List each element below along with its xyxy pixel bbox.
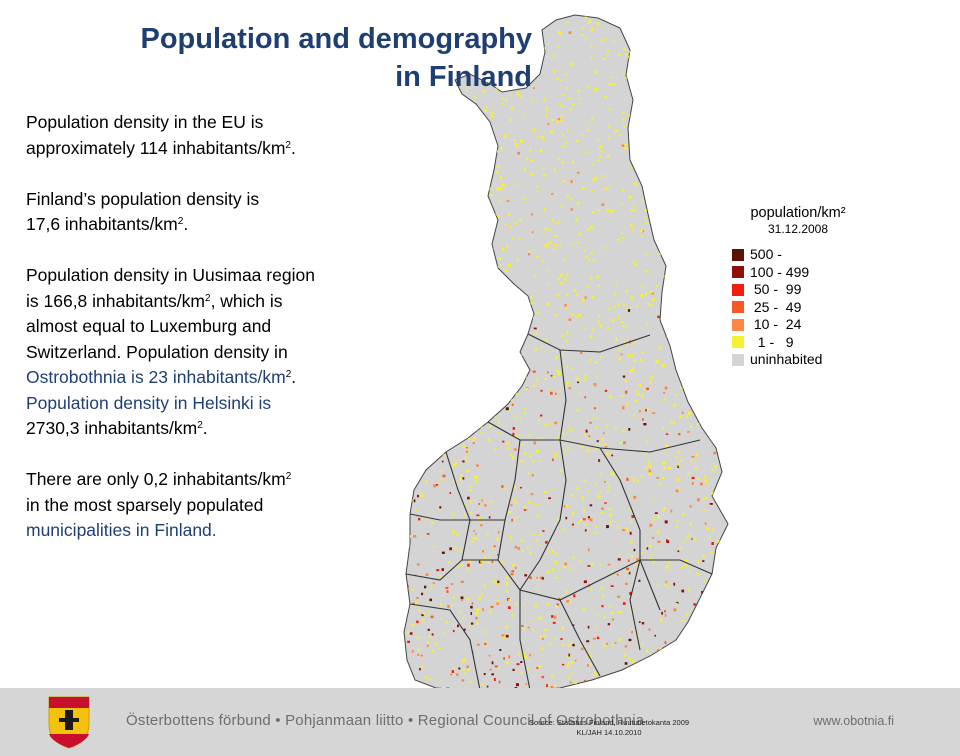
source-line-1: Source: Statistics Finland, Ruututietoka… [528, 718, 690, 727]
p1-line2: approximately 114 inhabitants/km [26, 137, 286, 158]
title-line-2: in Finland [395, 61, 532, 93]
p3-line5: Ostrobothnia is 23 inhabitants/km [26, 367, 286, 387]
legend-date: 31.12.2008 [767, 222, 829, 236]
p3-line1: Population density in Uusimaa region [26, 265, 315, 285]
eu-density-paragraph: Population density in the EU is approxim… [26, 110, 406, 161]
title-line-1: Population and demography [140, 23, 532, 55]
p3-line3: almost equal to Luxemburg and [26, 316, 272, 336]
legend-row: 10 - 24 [732, 317, 872, 333]
legend-title: population/km² [750, 205, 846, 221]
legend-swatch [732, 248, 744, 261]
p3-sup1: 2 [205, 292, 211, 304]
p3-line7b: . [202, 418, 208, 438]
legend-swatch [732, 336, 744, 349]
legend-row: 100 - 499 [732, 263, 872, 281]
region-borders [405, 333, 713, 688]
p3-sup2: 2 [285, 369, 292, 380]
p4-line2: in the most sparsely populated [26, 494, 264, 515]
legend-label: 25 - 49 [750, 298, 802, 315]
legend-items: 500 -100 - 499 50 - 99 25 - 49 10 - 24 1… [732, 247, 872, 368]
p4-line3: municipalities in Finland. [26, 520, 217, 540]
p2-line2: 17,6 inhabitants/km [26, 214, 178, 234]
coat-of-arms-icon [48, 696, 90, 749]
legend-row: 25 - 49 [732, 298, 872, 316]
p3-sup3: 2 [197, 420, 203, 431]
page-title: Population and demography in Finland [60, 20, 532, 96]
p2-end: . [183, 214, 189, 234]
legend-swatch [732, 283, 744, 296]
footer-url-link[interactable]: www.obotnia.fi [813, 714, 894, 728]
map-legend: population/km² 31.12.2008 500 -100 - 499… [732, 205, 872, 370]
legend-swatch [732, 353, 744, 366]
legend-swatch [732, 266, 744, 279]
legend-label: 500 - [750, 246, 782, 263]
legend-label: 50 - 99 [750, 281, 802, 298]
p3-line5b: . [291, 367, 297, 387]
footer-bar: Österbottens förbund • Pohjanmaan liitto… [0, 688, 960, 756]
p3-line6: Population density in Helsinki is [26, 392, 272, 413]
footer-organization: Österbottens förbund • Pohjanmaan liitto… [126, 712, 645, 729]
regional-density-paragraph: Population density in Uusimaa region is … [26, 263, 406, 442]
p1-end: . [290, 137, 296, 158]
legend-label: 100 - 499 [750, 263, 810, 280]
legend-row: 50 - 99 [732, 282, 872, 298]
p4-sup: 2 [285, 471, 292, 482]
legend-row: uninhabited [732, 352, 872, 368]
legend-row: 1 - 9 [732, 333, 872, 351]
p3-line4: Switzerland. Population density in [26, 341, 288, 362]
p4-line1: There are only 0,2 inhabitants/km [26, 469, 286, 489]
legend-row: 500 - [732, 247, 872, 263]
legend-swatch [732, 318, 744, 331]
p1-sup: 2 [285, 139, 291, 151]
source-line-2: KL/JAH 14.10.2010 [576, 728, 642, 737]
legend-swatch [732, 301, 744, 314]
legend-label: 1 - 9 [750, 333, 794, 350]
p1-line1: Population density in the EU is [26, 112, 264, 132]
p3-line2a: is 166,8 inhabitants/km [26, 290, 205, 311]
finland-density-paragraph: Finland’s population density is 17,6 inh… [26, 187, 406, 238]
p3-line7: 2730,3 inhabitants/km [26, 418, 198, 438]
p3-line2b: , which is [210, 290, 283, 311]
p2-line1: Finland’s population density is [26, 188, 260, 209]
legend-label: 10 - 24 [750, 316, 802, 333]
finland-population-density-map [403, 14, 729, 688]
legend-label: uninhabited [750, 351, 823, 368]
map-source-note: Source: Statistics Finland, Ruututietoka… [494, 718, 724, 738]
sparse-density-paragraph: There are only 0,2 inhabitants/km2 in th… [26, 467, 406, 544]
description-text: Population density in the EU is approxim… [26, 110, 406, 569]
p2-sup: 2 [177, 216, 184, 227]
